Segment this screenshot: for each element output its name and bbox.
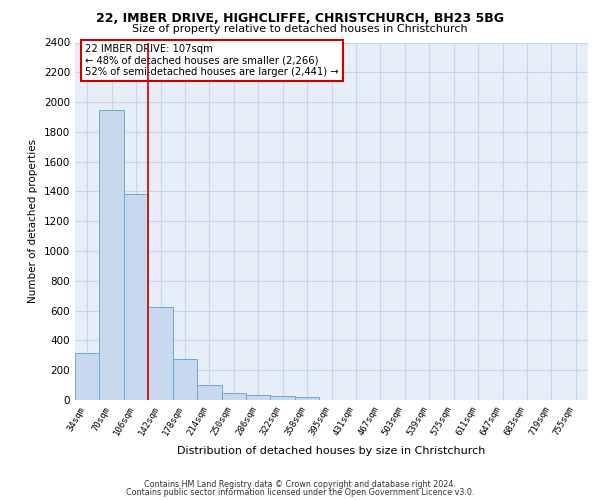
Y-axis label: Number of detached properties: Number of detached properties	[28, 139, 38, 304]
Bar	[148, 307, 173, 400]
Text: Size of property relative to detached houses in Christchurch: Size of property relative to detached ho…	[132, 24, 468, 34]
Bar	[221, 392, 246, 400]
Bar	[197, 385, 221, 400]
Bar	[271, 396, 295, 400]
Bar	[246, 395, 271, 400]
Bar	[173, 359, 197, 400]
Bar	[100, 110, 124, 400]
X-axis label: Distribution of detached houses by size in Christchurch: Distribution of detached houses by size …	[178, 446, 485, 456]
Bar	[124, 194, 148, 400]
Bar	[295, 397, 319, 400]
Bar	[75, 353, 100, 400]
Text: Contains public sector information licensed under the Open Government Licence v3: Contains public sector information licen…	[126, 488, 474, 497]
Text: 22, IMBER DRIVE, HIGHCLIFFE, CHRISTCHURCH, BH23 5BG: 22, IMBER DRIVE, HIGHCLIFFE, CHRISTCHURC…	[96, 12, 504, 26]
Text: 22 IMBER DRIVE: 107sqm
← 48% of detached houses are smaller (2,266)
52% of semi-: 22 IMBER DRIVE: 107sqm ← 48% of detached…	[85, 44, 339, 78]
Text: Contains HM Land Registry data © Crown copyright and database right 2024.: Contains HM Land Registry data © Crown c…	[144, 480, 456, 489]
